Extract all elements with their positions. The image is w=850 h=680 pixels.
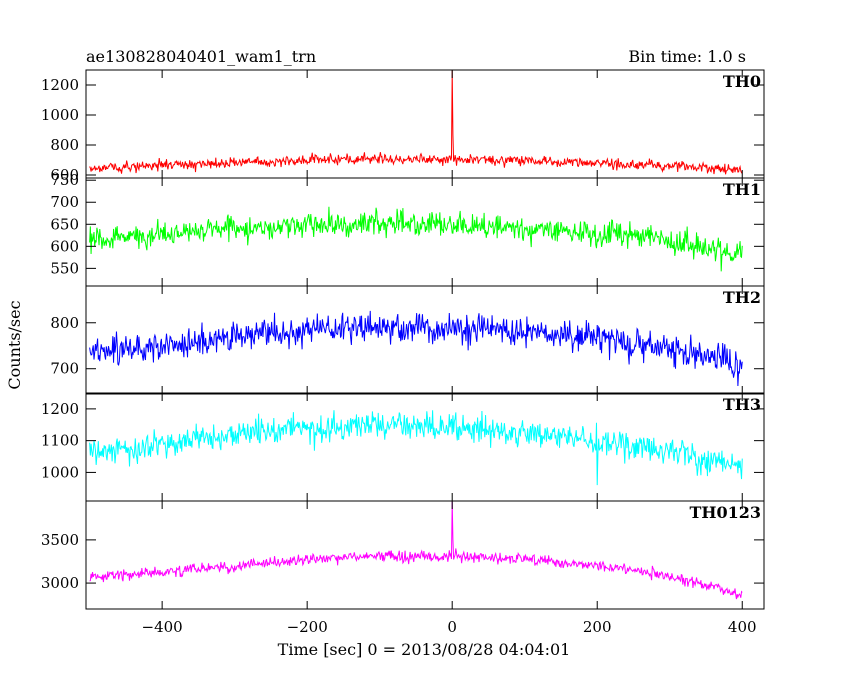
- y-tick-label: 800: [50, 136, 79, 154]
- y-tick-label: 800: [50, 314, 79, 332]
- y-tick-label: 3500: [41, 531, 79, 549]
- panel-th0123: 3000 3500 TH0123: [41, 500, 765, 610]
- y-axis-label: Counts/sec: [5, 300, 24, 389]
- panel-th1: 550 600 650 700 750 TH1: [50, 171, 765, 287]
- x-tick-label: 400: [728, 618, 757, 636]
- panel-th3: 1000 1100 1200 TH3: [41, 392, 765, 502]
- series-th0: [89, 70, 743, 175]
- bin-time-label: Bin time: 1.0 s: [628, 47, 746, 66]
- series-th2: [89, 310, 743, 386]
- y-tick-label: 600: [50, 166, 79, 184]
- panel-th2: 700 800 TH2: [50, 285, 765, 395]
- panel-stack: 600 800 1000 1200 TH0 550 600 650 700 750 TH1 700 80…: [41, 69, 765, 610]
- panel-label: TH3: [723, 395, 761, 414]
- y-tick-label: 1200: [41, 400, 79, 418]
- series-th0123: [89, 501, 743, 600]
- y-tick-label: 600: [50, 237, 79, 255]
- y-tick-label: 1200: [41, 76, 79, 94]
- panel-label: TH0: [723, 72, 761, 91]
- x-tick-label: −400: [142, 618, 183, 636]
- x-axis-label: Time [sec] 0 = 2013/08/28 04:04:01: [278, 640, 571, 659]
- x-tick-label: 200: [583, 618, 612, 636]
- y-tick-label: 700: [50, 193, 79, 211]
- series-th3: [89, 410, 743, 486]
- y-tick-label: 1100: [41, 432, 79, 450]
- x-tick-label: 0: [447, 618, 457, 636]
- panel-label: TH1: [723, 180, 761, 199]
- panel-label: TH0123: [689, 503, 761, 522]
- chart-title: ae130828040401_wam1_trn: [86, 47, 316, 66]
- y-tick-label: 1000: [41, 106, 79, 124]
- panel-label: TH2: [723, 288, 761, 307]
- y-tick-label: 1000: [41, 463, 79, 481]
- y-tick-label: 750: [50, 171, 79, 189]
- y-tick-label: 700: [50, 360, 79, 378]
- y-tick-label: 550: [50, 259, 79, 277]
- panel-frame: [85, 500, 765, 610]
- x-tick-label: −200: [287, 618, 328, 636]
- panel-th0: 600 800 1000 1200 TH0: [41, 69, 765, 184]
- panel-frame: [85, 392, 765, 502]
- panel-frame: [85, 285, 765, 395]
- y-tick-label: 650: [50, 215, 79, 233]
- time-axis: −400 −200 0 200 400: [142, 618, 757, 636]
- y-tick-label: 3000: [41, 574, 79, 592]
- series-th1: [89, 206, 743, 272]
